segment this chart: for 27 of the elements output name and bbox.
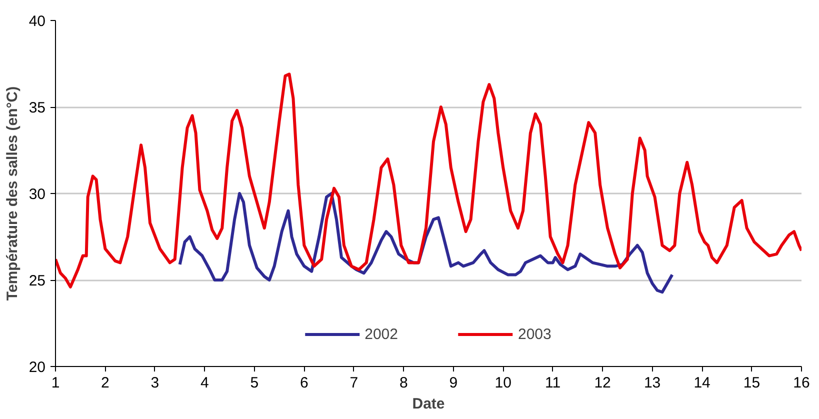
x-tick-label: 2 (101, 374, 110, 392)
line-series (178, 192, 674, 294)
x-tick-label: 9 (449, 374, 458, 392)
x-tick-label: 6 (300, 374, 308, 392)
y-axis-title: Température des salles (en°C) (4, 86, 21, 301)
x-tick-label: 7 (350, 374, 358, 392)
x-tick-label: 8 (399, 374, 408, 392)
x-tick-label: 16 (793, 374, 810, 392)
x-tick-label: 3 (150, 374, 160, 392)
legend-label: 2003 (518, 326, 552, 342)
x-tick-label: 13 (644, 374, 661, 392)
x-tick-label: 11 (545, 374, 561, 392)
x-tick-label: 1 (51, 374, 60, 392)
y-tick-label: 40 (28, 13, 46, 30)
legend-label: 2002 (364, 326, 398, 342)
x-tick-label: 4 (200, 374, 209, 392)
line-series (56, 72, 802, 288)
y-tick-label: 30 (28, 186, 46, 203)
y-tick-label: 25 (28, 272, 46, 290)
x-axis-title: Date (412, 396, 445, 412)
x-tick-label: 10 (494, 374, 512, 392)
x-tick-label: 15 (743, 374, 760, 392)
y-tick-label: 20 (28, 359, 46, 376)
y-tick-label: 35 (28, 100, 46, 116)
x-tick-label: 5 (250, 374, 259, 392)
x-tick-label: 14 (694, 374, 710, 392)
x-tick-label: 12 (594, 374, 611, 392)
